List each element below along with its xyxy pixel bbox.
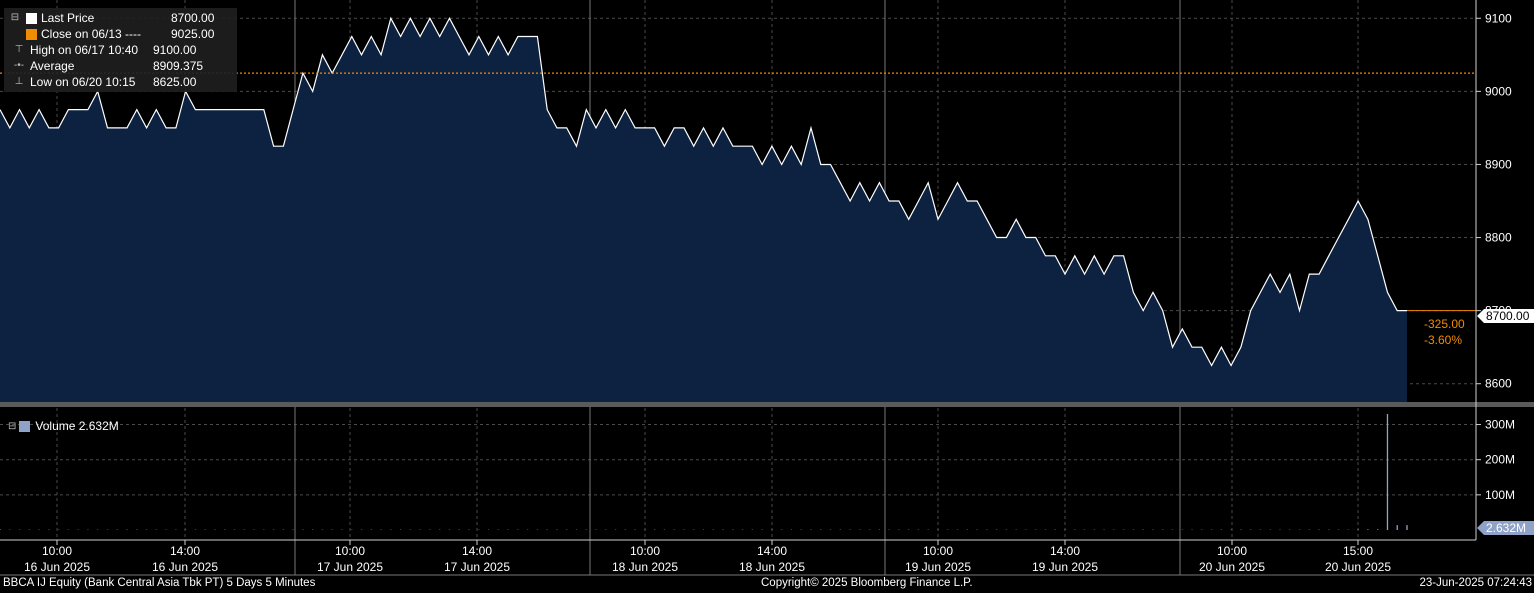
x-date-label: 18 Jun 2025 [739, 560, 805, 574]
x-date-label: 16 Jun 2025 [24, 560, 90, 574]
legend-last-price[interactable]: ⊟ Last Price 8700.00 [8, 10, 231, 26]
collapse-icon[interactable]: ⊟ [8, 420, 17, 432]
copyright: Copyright© 2025 Bloomberg Finance L.P. [761, 577, 973, 589]
y-tick-label: 8900 [1485, 157, 1512, 171]
volume-tick-label: 300M [1485, 418, 1515, 432]
last-price-tag-box [1477, 309, 1534, 323]
legend-label: Close on 06/13 ---- [41, 27, 142, 41]
legend-value: 8700.00 [171, 11, 215, 25]
volume-tag: 2.632M [1486, 521, 1526, 535]
x-axis: 10:00 16 Jun 2025 14:00 16 Jun 2025 10:00 17 … [24, 540, 1391, 574]
legend-label: Low on 06/20 10:15 [30, 75, 136, 89]
value-tags: 8700.00 -325.00 -3.60% 2.632M [1424, 309, 1534, 535]
volume-tag-box [1477, 521, 1534, 535]
security-description: BBCA IJ Equity (Bank Central Asia Tbk PT… [3, 577, 316, 589]
x-date-label: 18 Jun 2025 [612, 560, 678, 574]
high-marker-icon: ⊤ [14, 44, 24, 55]
y-axis-volume: 100M 200M 300M [1476, 418, 1515, 502]
volume-swatch-icon [19, 420, 31, 432]
last-price-tag: 8700.00 [1486, 309, 1530, 323]
legend-label: Last Price [41, 11, 95, 25]
price-area [0, 18, 1407, 403]
x-date-label: 16 Jun 2025 [152, 560, 218, 574]
y-tick-label: 8800 [1485, 231, 1512, 245]
x-tick-label: 15:00 [1343, 544, 1373, 558]
timestamp: 23-Jun-2025 07:24:43 [1419, 577, 1532, 589]
volume-tick-label: 200M [1485, 453, 1515, 467]
white-swatch-icon [26, 12, 37, 24]
x-tick-label: 10:00 [630, 544, 660, 558]
change-value: -325.00 [1424, 317, 1465, 331]
x-tick-label: 10:00 [1217, 544, 1247, 558]
y-axis-price: 860087008800890090009100 [1476, 11, 1512, 391]
y-tick-label: 9000 [1485, 84, 1512, 98]
legend-value: 9100.00 [153, 43, 197, 57]
x-date-label: 20 Jun 2025 [1199, 560, 1265, 574]
volume-legend-label: Volume 2.632M [35, 419, 119, 433]
x-date-label: 17 Jun 2025 [444, 560, 510, 574]
x-date-label: 19 Jun 2025 [905, 560, 971, 574]
volume-tick-label: 100M [1485, 488, 1515, 502]
volume-legend[interactable]: ⊟ Volume 2.632M [8, 419, 119, 433]
low-marker-icon: ⊥ [14, 76, 24, 87]
x-date-label: 19 Jun 2025 [1032, 560, 1098, 574]
legend-high[interactable]: ⊤ High on 06/17 10:40 9100.00 [8, 42, 231, 58]
change-percent: -3.60% [1424, 333, 1462, 347]
x-tick-label: 14:00 [1050, 544, 1080, 558]
legend-average[interactable]: -•- Average 8909.375 [8, 58, 231, 74]
x-tick-label: 10:00 [335, 544, 365, 558]
x-date-label: 17 Jun 2025 [317, 560, 383, 574]
orange-swatch-icon [26, 28, 37, 40]
legend-close[interactable]: Close on 06/13 ---- 9025.00 [8, 26, 231, 42]
legend-value: 9025.00 [171, 27, 215, 41]
collapse-icon[interactable]: ⊟ [10, 12, 20, 23]
legend-label: Average [30, 59, 75, 73]
price-line [0, 16, 1407, 367]
x-date-label: 20 Jun 2025 [1325, 560, 1391, 574]
volume-bars [0, 414, 1408, 530]
average-line-icon: -•- [13, 60, 25, 71]
legend-value: 8909.375 [153, 59, 204, 73]
legend-low[interactable]: ⊥ Low on 06/20 10:15 8625.00 [8, 74, 231, 90]
legend-value: 8625.00 [153, 75, 197, 89]
x-tick-label: 10:00 [923, 544, 953, 558]
x-tick-label: 10:00 [42, 544, 72, 558]
axes [0, 0, 1534, 576]
x-tick-label: 14:00 [757, 544, 787, 558]
y-tick-label: 8600 [1485, 377, 1512, 391]
x-tick-label: 14:00 [170, 544, 200, 558]
y-tick-label: 9100 [1485, 11, 1512, 25]
legend-label: High on 06/17 10:40 [30, 43, 139, 57]
price-legend: ⊟ Last Price 8700.00 Close on 06/13 ----… [4, 8, 237, 92]
x-tick-label: 14:00 [462, 544, 492, 558]
pane-separator [0, 402, 1534, 407]
